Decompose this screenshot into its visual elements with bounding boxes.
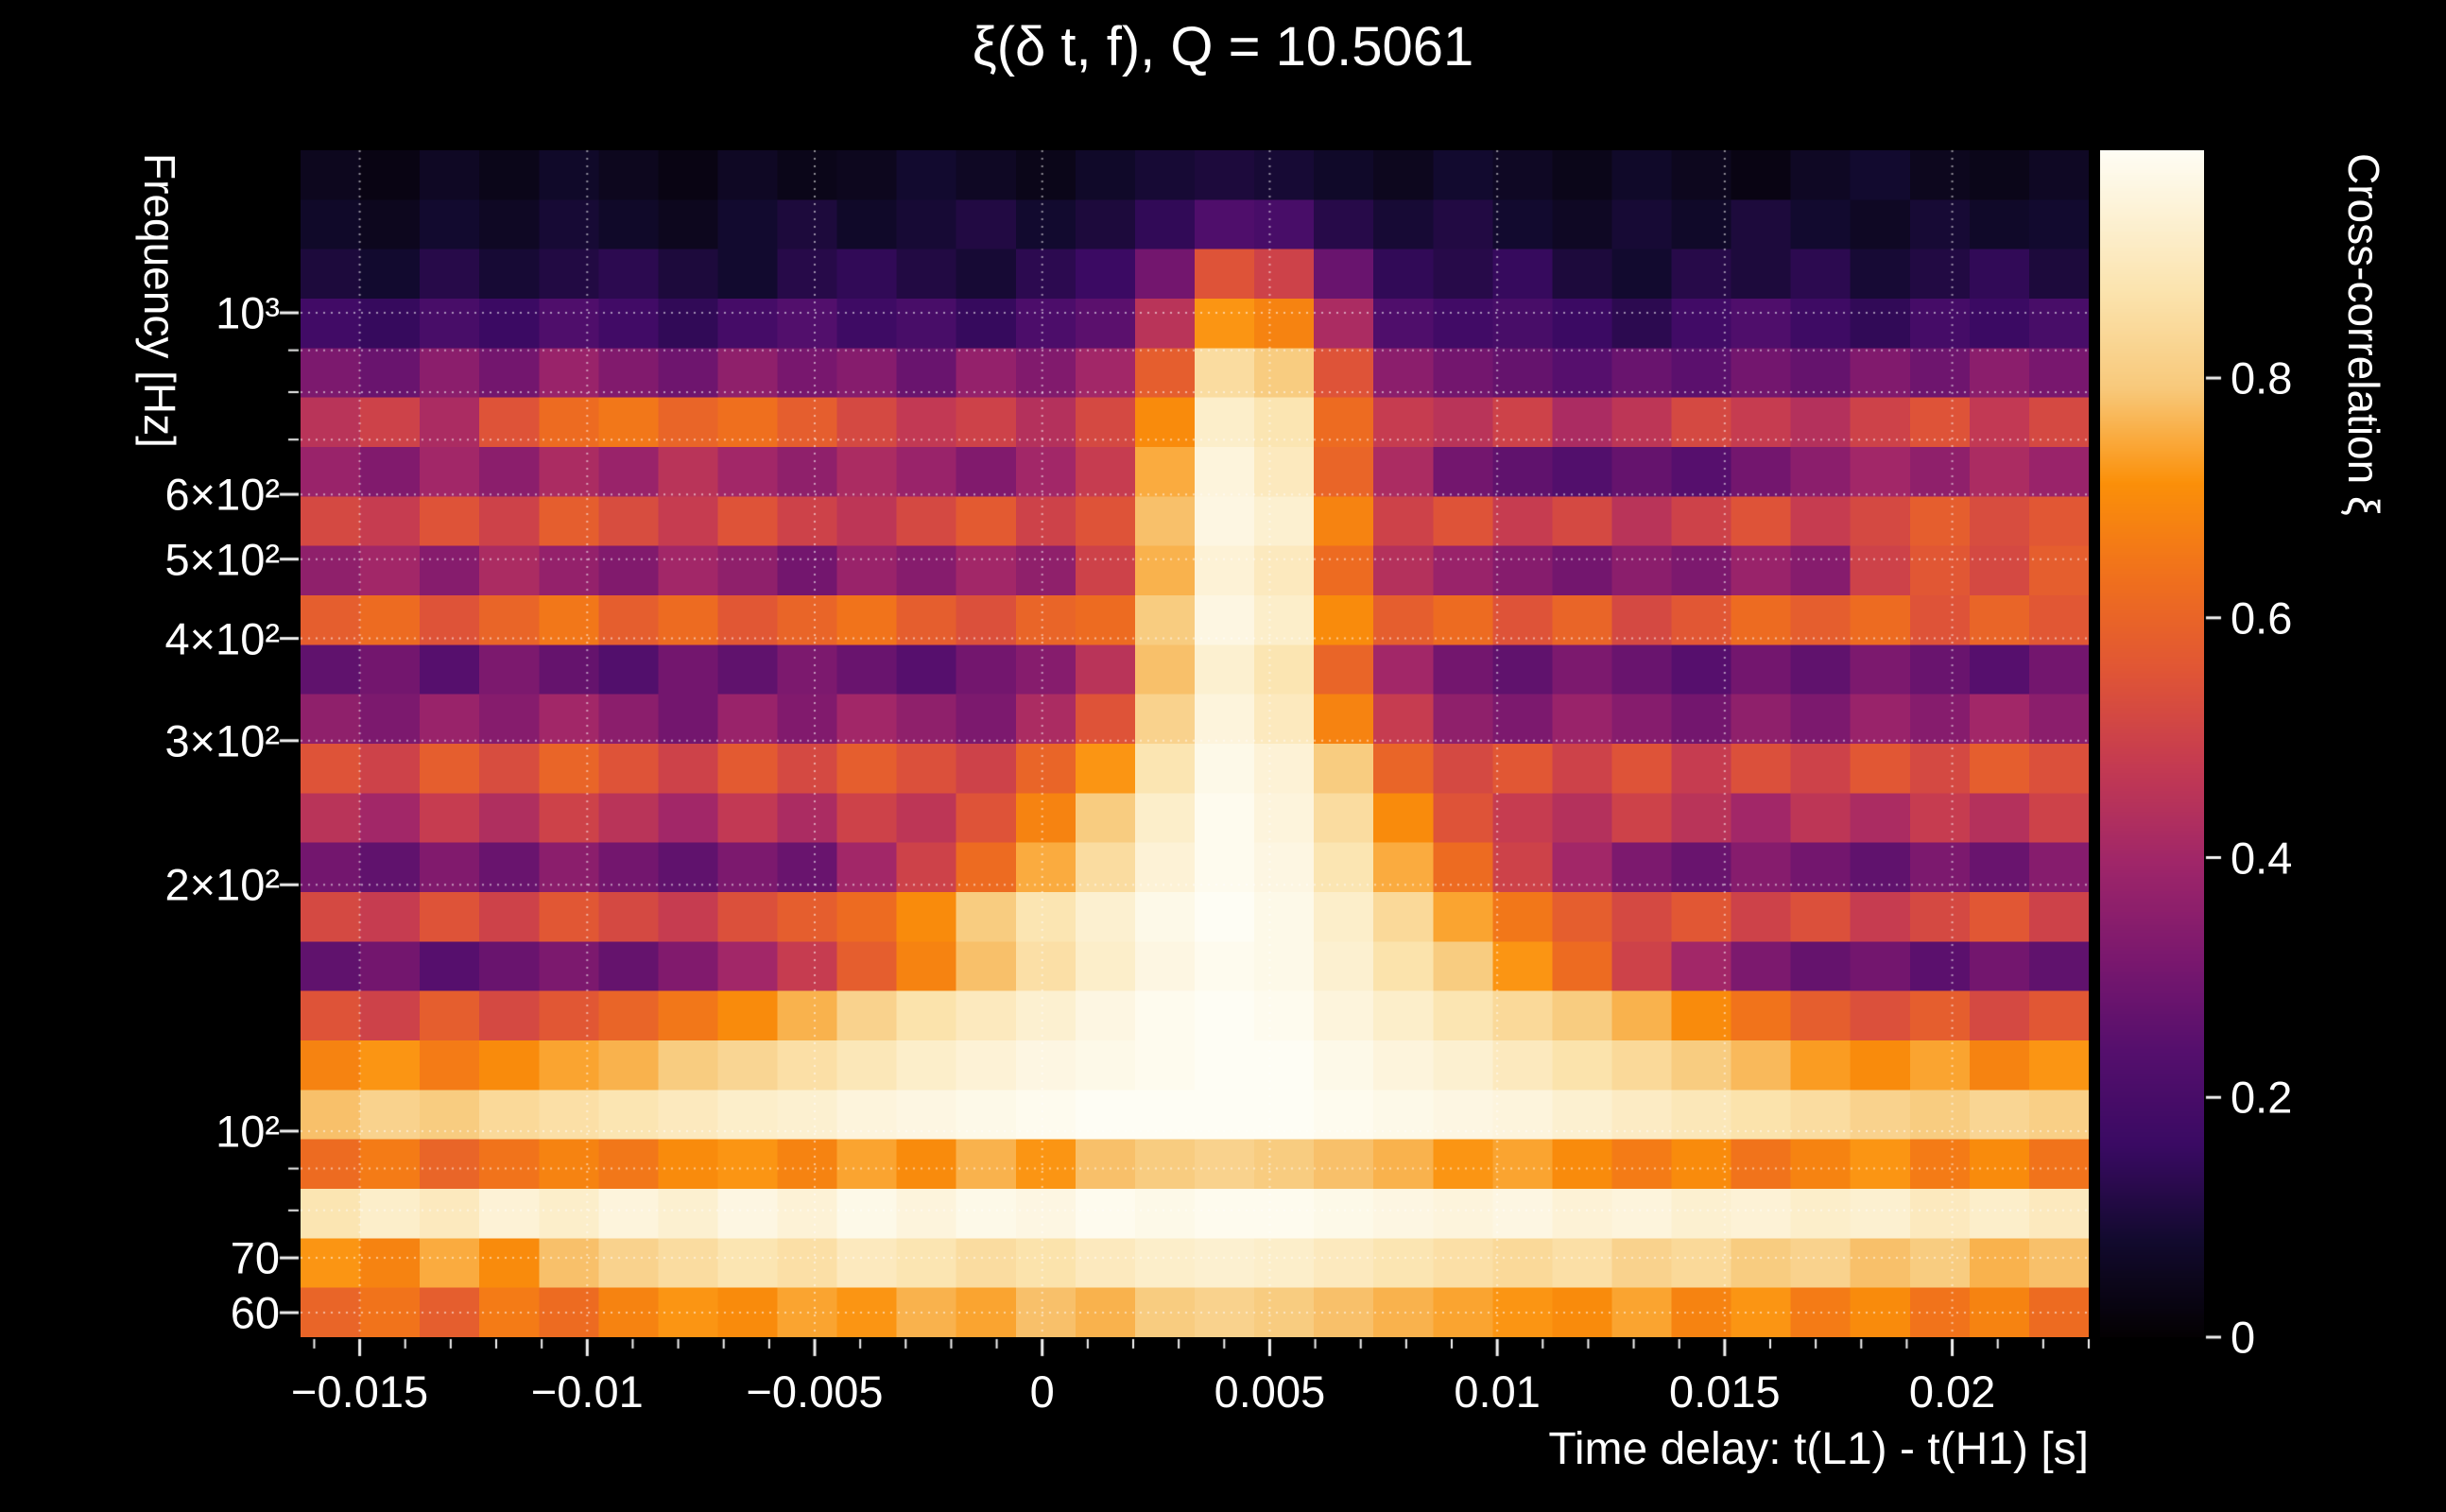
- x-tick-label: 0: [1029, 1366, 1055, 1417]
- y-tick-label: 10³: [215, 287, 280, 338]
- colorbar-canvas: [2100, 150, 2204, 1337]
- heatmap-canvas: [301, 150, 2089, 1337]
- y-tick-label: 2×10²: [164, 859, 280, 910]
- x-tick-label: −0.015: [291, 1366, 429, 1417]
- x-tick-label: 0.02: [1908, 1366, 1996, 1417]
- y-tick-label: 4×10²: [164, 613, 280, 664]
- colorbar-tick-label: 0.2: [2231, 1072, 2293, 1123]
- colorbar-axis-label: Cross-correlation ξ: [2339, 153, 2388, 516]
- y-tick-label: 5×10²: [164, 534, 280, 585]
- y-tick-label: 60: [230, 1287, 280, 1338]
- y-tick-label: 70: [230, 1232, 280, 1283]
- y-tick-label: 10²: [215, 1106, 280, 1157]
- colorbar-tick-label: 0: [2231, 1312, 2256, 1363]
- x-axis-label: Time delay: t(L1) - t(H1) [s]: [1548, 1424, 2089, 1474]
- colorbar-tick-label: 0.8: [2231, 352, 2293, 404]
- x-tick-label: −0.01: [530, 1366, 644, 1417]
- colorbar-tick-label: 0.4: [2231, 833, 2293, 884]
- x-tick-label: 0.01: [1454, 1366, 1541, 1417]
- y-tick-label: 6×10²: [164, 469, 280, 520]
- x-tick-label: 0.015: [1669, 1366, 1781, 1417]
- y-tick-label: 3×10²: [164, 715, 280, 766]
- plot-title: ξ(δ t, f), Q = 10.5061: [972, 16, 1474, 77]
- colorbar-tick-label: 0.6: [2231, 593, 2293, 644]
- x-tick-label: 0.005: [1214, 1366, 1326, 1417]
- x-tick-label: −0.005: [746, 1366, 884, 1417]
